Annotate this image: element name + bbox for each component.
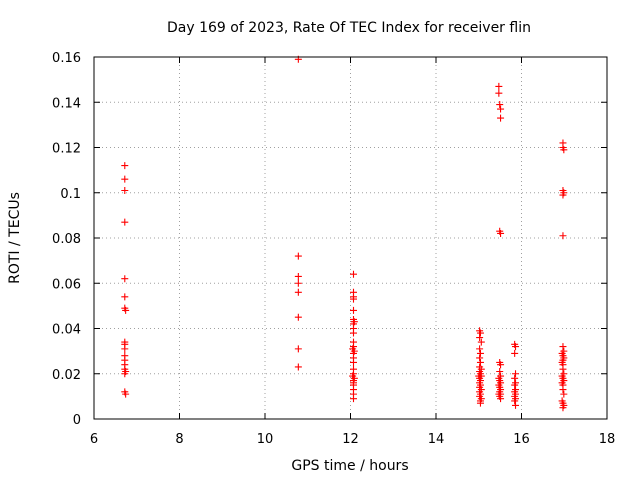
y-tick-label: 0.1	[60, 187, 81, 202]
data-point	[497, 395, 505, 403]
data-point	[476, 345, 484, 353]
data-point	[497, 105, 505, 113]
data-point	[121, 218, 129, 226]
data-point	[294, 252, 302, 260]
data-point	[121, 345, 129, 353]
y-tick-label: 0.06	[52, 277, 81, 292]
x-tick-label: 18	[599, 432, 616, 447]
data-point	[512, 370, 520, 378]
data-point	[476, 349, 484, 357]
data-point	[121, 293, 129, 301]
data-point	[495, 89, 503, 97]
grid-lines	[94, 57, 607, 419]
data-point	[294, 272, 302, 280]
data-point	[497, 114, 505, 122]
data-point	[511, 397, 519, 405]
data-point	[122, 306, 130, 314]
data-point	[349, 395, 357, 403]
data-point	[122, 390, 130, 398]
data-point	[497, 361, 505, 369]
data-point	[511, 381, 519, 389]
data-point	[511, 374, 519, 382]
data-point	[559, 232, 567, 240]
data-point	[121, 162, 129, 170]
data-point	[511, 349, 519, 357]
x-tick-label: 6	[90, 432, 98, 447]
x-tick-label: 10	[257, 432, 274, 447]
data-point	[559, 386, 567, 394]
data-point	[121, 175, 129, 183]
data-point	[349, 358, 357, 366]
data-point	[512, 343, 520, 351]
data-point	[349, 295, 357, 303]
data-point	[294, 313, 302, 321]
data-point	[476, 354, 484, 362]
x-axis-title: GPS time / hours	[291, 458, 408, 474]
data-point	[349, 329, 357, 337]
y-tick-label: 0.02	[52, 368, 81, 383]
data-points	[121, 55, 568, 412]
data-point	[121, 370, 129, 378]
data-point	[495, 82, 503, 90]
y-tick-label: 0.16	[52, 51, 81, 66]
data-point	[349, 306, 357, 314]
plot-frame	[93, 56, 608, 420]
axis-ticks: 6 8 10 12 14 16 18 0 0.02 0.04 0.06 0.08 0.1 0.12 0.14…	[52, 51, 615, 447]
data-point	[294, 363, 302, 371]
data-point	[294, 279, 302, 287]
y-tick-label: 0.08	[52, 232, 81, 247]
x-tick-label: 16	[513, 432, 530, 447]
data-point	[559, 191, 567, 199]
data-point	[559, 365, 567, 373]
data-point	[497, 229, 505, 237]
data-point	[512, 401, 520, 409]
x-tick-label: 8	[175, 432, 183, 447]
data-point	[496, 367, 504, 375]
data-point	[121, 275, 129, 283]
data-point	[560, 390, 568, 398]
data-point	[121, 186, 129, 194]
data-point	[477, 338, 485, 346]
data-point	[560, 146, 568, 154]
y-tick-label: 0.12	[52, 142, 81, 157]
chart-title: Day 169 of 2023, Rate Of TEC Index for r…	[167, 20, 531, 36]
data-point	[476, 358, 484, 366]
data-point	[476, 329, 484, 337]
data-point	[559, 404, 567, 412]
data-point	[559, 343, 567, 351]
data-point	[294, 288, 302, 296]
x-tick-label: 14	[428, 432, 445, 447]
data-point	[349, 270, 357, 278]
data-point	[476, 334, 484, 342]
x-tick-label: 12	[342, 432, 359, 447]
y-tick-label: 0.14	[52, 96, 81, 111]
y-tick-label: 0	[73, 413, 81, 428]
y-tick-label: 0.04	[52, 323, 81, 338]
data-point	[476, 399, 484, 407]
y-axis-title: ROTI / TECUs	[7, 192, 23, 284]
data-point	[496, 101, 504, 109]
data-point	[294, 345, 302, 353]
